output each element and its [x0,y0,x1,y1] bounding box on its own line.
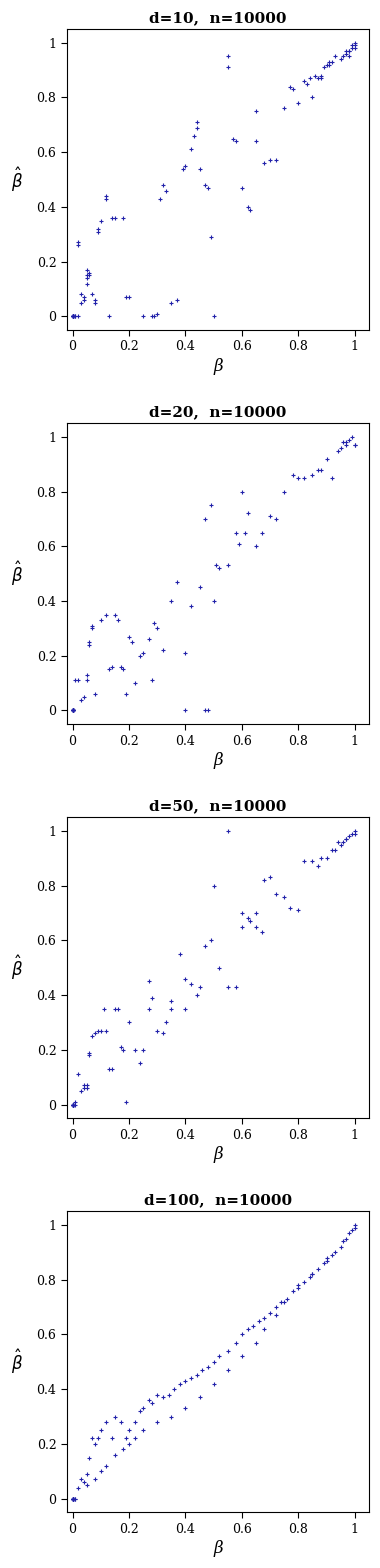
Title: d=20,  n=10000: d=20, n=10000 [149,405,287,419]
Y-axis label: $\hat{\beta}$: $\hat{\beta}$ [11,953,23,982]
Title: d=100,  n=10000: d=100, n=10000 [144,1193,292,1207]
X-axis label: β: β [213,1540,223,1557]
X-axis label: β: β [213,358,223,375]
X-axis label: β: β [213,1146,223,1163]
Title: d=50,  n=10000: d=50, n=10000 [149,800,287,814]
Y-axis label: $\hat{\beta}$: $\hat{\beta}$ [11,560,23,588]
Y-axis label: $\hat{\beta}$: $\hat{\beta}$ [11,1347,23,1377]
X-axis label: β: β [213,751,223,768]
Y-axis label: $\hat{\beta}$: $\hat{\beta}$ [11,165,23,194]
Title: d=10,  n=10000: d=10, n=10000 [149,11,287,25]
